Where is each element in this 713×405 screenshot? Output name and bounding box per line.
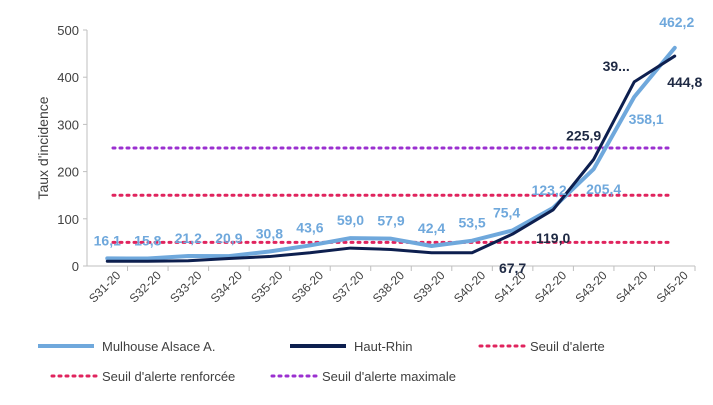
series-line-2 bbox=[105, 54, 677, 263]
y-tick-label: 400 bbox=[57, 70, 79, 85]
data-label: 42,4 bbox=[418, 220, 445, 236]
data-label: 20,9 bbox=[215, 230, 242, 246]
legend-label-1: Mulhouse Alsace A. bbox=[102, 339, 215, 354]
data-label: 15,8 bbox=[134, 233, 161, 249]
data-label: 53,5 bbox=[458, 215, 485, 231]
x-tick-label: S36-20 bbox=[289, 268, 326, 305]
data-label: 75,4 bbox=[493, 204, 520, 220]
x-tick-label: S31-20 bbox=[86, 268, 123, 305]
data-label: 462,2 bbox=[659, 14, 694, 30]
y-tick-label: 0 bbox=[72, 259, 79, 274]
x-tick-label: S43-20 bbox=[573, 268, 610, 305]
data-label: 123,2 bbox=[532, 182, 567, 198]
legend-label-2: Haut-Rhin bbox=[354, 339, 413, 354]
data-label: 43,6 bbox=[296, 219, 323, 235]
x-tick-label: S42-20 bbox=[532, 268, 569, 305]
data-label: 21,2 bbox=[175, 230, 202, 246]
data-label: 205,4 bbox=[586, 181, 621, 197]
x-tick-label: S40-20 bbox=[451, 268, 488, 305]
x-tick-label: S35-20 bbox=[248, 268, 285, 305]
data-label: 119,0 bbox=[536, 230, 570, 246]
data-label: 30,8 bbox=[256, 225, 283, 241]
x-tick-label: S33-20 bbox=[167, 268, 204, 305]
data-label: 16,1 bbox=[94, 232, 121, 248]
x-tick-label: S45-20 bbox=[654, 268, 691, 305]
x-tick-label: S38-20 bbox=[370, 268, 407, 305]
x-tick-label: S34-20 bbox=[208, 268, 245, 305]
y-tick-label: 300 bbox=[57, 117, 79, 132]
y-tick-label: 500 bbox=[57, 23, 79, 38]
data-label: 225,9 bbox=[566, 127, 601, 143]
legend-label-5: Seuil d'alerte maximale bbox=[322, 369, 456, 384]
data-label: 444,8 bbox=[667, 74, 702, 90]
data-label: 39... bbox=[603, 58, 630, 74]
y-tick-label: 100 bbox=[57, 212, 79, 227]
data-label: 57,9 bbox=[377, 213, 404, 229]
x-tick-label: S32-20 bbox=[127, 268, 164, 305]
y-axis-label: Taux d'incidence bbox=[35, 96, 51, 199]
legend-label-4: Seuil d'alerte renforcée bbox=[102, 369, 235, 384]
x-tick-label: S37-20 bbox=[329, 268, 366, 305]
series-line-1 bbox=[105, 45, 677, 261]
x-tick-label: S44-20 bbox=[613, 268, 650, 305]
data-label: 59,0 bbox=[337, 212, 364, 228]
x-tick-label: S39-20 bbox=[410, 268, 447, 305]
y-tick-label: 200 bbox=[57, 165, 79, 180]
data-label: 358,1 bbox=[629, 111, 664, 127]
legend-label-3: Seuil d'alerte bbox=[530, 339, 605, 354]
data-label: 67,7 bbox=[499, 260, 526, 276]
